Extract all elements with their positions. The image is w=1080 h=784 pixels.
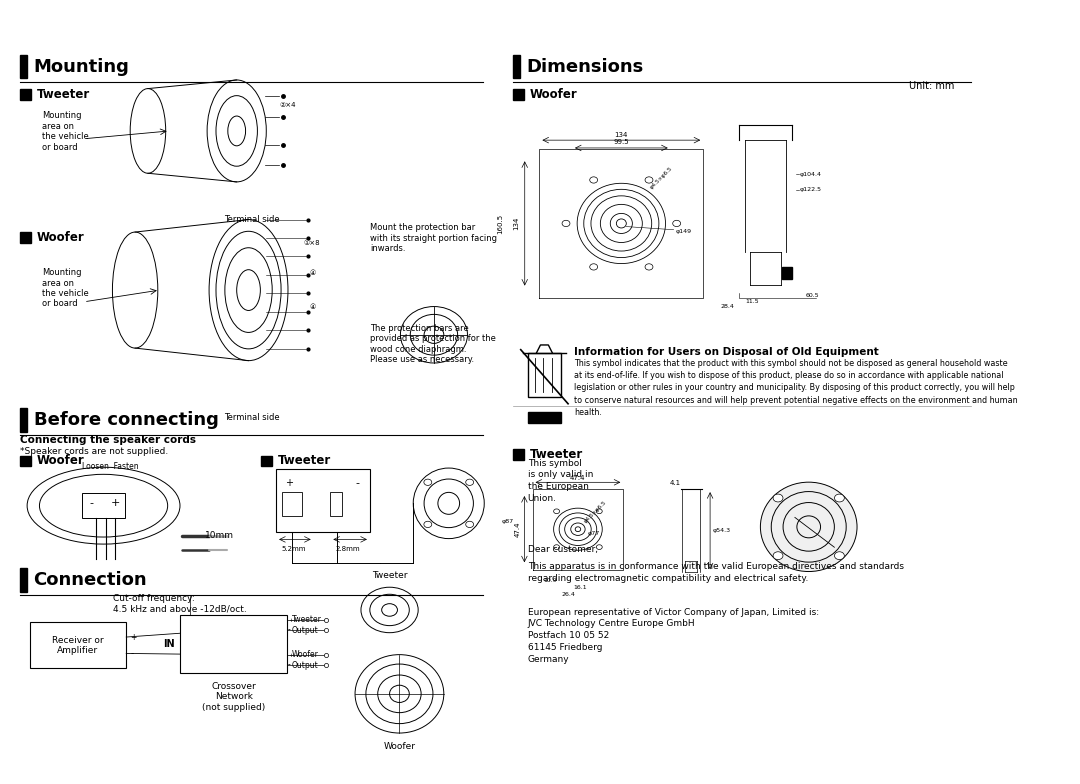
Text: This symbol
is only valid in
the European
Union.: This symbol is only valid in the Europea…	[528, 459, 593, 503]
Text: Mounting
area on
the vehicle
or board: Mounting area on the vehicle or board	[42, 111, 90, 151]
Text: Tweeter: Tweeter	[372, 572, 407, 580]
Bar	[19, 55, 27, 78]
Text: 10.9: 10.9	[543, 578, 557, 583]
Text: φ4.5×φ6.5: φ4.5×φ6.5	[583, 499, 607, 524]
Text: European representative of Victor Company of Japan, Limited is:
JVC Technology C: European representative of Victor Compan…	[528, 608, 819, 664]
Text: 28.4: 28.4	[720, 304, 734, 309]
Text: Mounting
area on
the vehicle
or board: Mounting area on the vehicle or board	[42, 268, 90, 308]
Text: Dimensions: Dimensions	[527, 58, 644, 75]
Text: Connecting the speaker cords: Connecting the speaker cords	[19, 435, 195, 445]
Text: -: -	[131, 649, 134, 658]
Text: -: -	[90, 499, 94, 508]
Text: Terminal side: Terminal side	[224, 412, 280, 422]
Bar	[513, 55, 519, 78]
Text: 99.5: 99.5	[613, 140, 630, 145]
Circle shape	[773, 494, 783, 502]
Text: Crossover
Network
(not supplied): Crossover Network (not supplied)	[202, 682, 266, 712]
Text: Connection: Connection	[33, 572, 147, 589]
Circle shape	[773, 552, 783, 560]
Text: φ54.3: φ54.3	[713, 528, 731, 533]
Text: 134: 134	[615, 132, 627, 137]
Text: +: +	[285, 478, 293, 488]
Text: φ77: φ77	[588, 532, 600, 536]
Bar	[513, 449, 524, 460]
Text: Tweeter
Output: Tweeter Output	[292, 615, 322, 635]
Text: -: -	[288, 660, 291, 669]
Text: This apparatus is in conformance with the valid European directives and standard: This apparatus is in conformance with th…	[528, 562, 904, 583]
Text: *Speaker cords are not supplied.: *Speaker cords are not supplied.	[19, 447, 168, 456]
Bar	[19, 408, 27, 432]
Text: ④: ④	[310, 304, 316, 310]
Text: φ104.4: φ104.4	[800, 172, 822, 176]
Bar	[19, 89, 30, 100]
Text: Woofer: Woofer	[383, 742, 416, 751]
Text: +: +	[111, 499, 120, 508]
Text: 10mm: 10mm	[205, 531, 234, 540]
Text: 26.4: 26.4	[562, 593, 575, 597]
Text: 16.1: 16.1	[573, 585, 586, 590]
Text: Tweeter: Tweeter	[529, 448, 583, 461]
Text: ②×4: ②×4	[279, 102, 296, 108]
Text: φ4.5×φ6.5: φ4.5×φ6.5	[649, 165, 673, 191]
Text: IN: IN	[163, 639, 175, 648]
Bar	[82, 493, 125, 518]
Bar	[19, 456, 30, 466]
Text: -: -	[288, 626, 291, 634]
Text: Information for Users on Disposal of Old Equipment: Information for Users on Disposal of Old…	[573, 347, 879, 357]
Text: Woofer: Woofer	[37, 455, 84, 467]
Bar	[330, 492, 342, 516]
Bar	[528, 412, 562, 423]
Bar	[276, 469, 369, 532]
Text: 160.5: 160.5	[498, 213, 503, 234]
Bar	[19, 568, 27, 592]
Ellipse shape	[760, 482, 858, 572]
Text: 2.8mm: 2.8mm	[336, 546, 361, 552]
Bar	[528, 353, 562, 397]
Circle shape	[835, 552, 845, 560]
Text: Mounting: Mounting	[33, 58, 130, 75]
Text: 5.2mm: 5.2mm	[282, 546, 306, 552]
Text: +: +	[131, 633, 136, 641]
Bar	[282, 492, 301, 516]
Text: 4.1: 4.1	[670, 480, 681, 486]
Text: Woofer
Output: Woofer Output	[292, 650, 319, 670]
Text: Terminal side: Terminal side	[224, 215, 280, 224]
Text: Mount the protection bar
with its straight portion facing
inwards.: Mount the protection bar with its straig…	[369, 223, 497, 253]
Text: φ87: φ87	[501, 519, 513, 524]
Text: The protection bars are
provided as protection for the
wood cone diaphragm.
Plea: The protection bars are provided as prot…	[369, 324, 496, 364]
Text: Woofer: Woofer	[37, 231, 84, 244]
Text: φ122.5: φ122.5	[800, 187, 822, 192]
Text: Before connecting: Before connecting	[33, 412, 218, 429]
Bar	[29, 622, 126, 668]
Text: 60.5: 60.5	[806, 293, 820, 298]
Bar	[19, 232, 30, 243]
Text: Cut-off frequency:
4.5 kHz and above -12dB/oct.: Cut-off frequency: 4.5 kHz and above -12…	[113, 594, 247, 614]
Text: Tweeter: Tweeter	[279, 455, 332, 467]
Text: ④: ④	[310, 270, 316, 276]
Text: This symbol indicates that the product with this symbol should not be disposed a: This symbol indicates that the product w…	[573, 359, 1017, 416]
Text: Woofer: Woofer	[529, 89, 578, 101]
Text: +: +	[288, 618, 294, 623]
Text: 47.4: 47.4	[514, 521, 521, 537]
Text: 134: 134	[513, 216, 519, 230]
Bar	[513, 89, 524, 100]
Text: -: -	[355, 478, 359, 488]
Text: 11.5: 11.5	[745, 299, 759, 304]
Text: Dear customer,: Dear customer,	[528, 545, 597, 554]
Text: ①×8: ①×8	[303, 240, 321, 246]
Bar	[782, 267, 792, 279]
Text: Tweeter: Tweeter	[37, 89, 90, 101]
Text: 47.4: 47.4	[570, 474, 585, 481]
Text: φ149: φ149	[676, 229, 691, 234]
Text: Receiver or
Amplifier: Receiver or Amplifier	[52, 636, 104, 655]
Text: Unit: mm: Unit: mm	[909, 81, 955, 91]
Bar	[180, 615, 287, 673]
Bar	[261, 456, 272, 466]
Circle shape	[835, 494, 845, 502]
Text: Loosen  Fasten: Loosen Fasten	[82, 462, 138, 471]
Text: +: +	[288, 653, 294, 658]
